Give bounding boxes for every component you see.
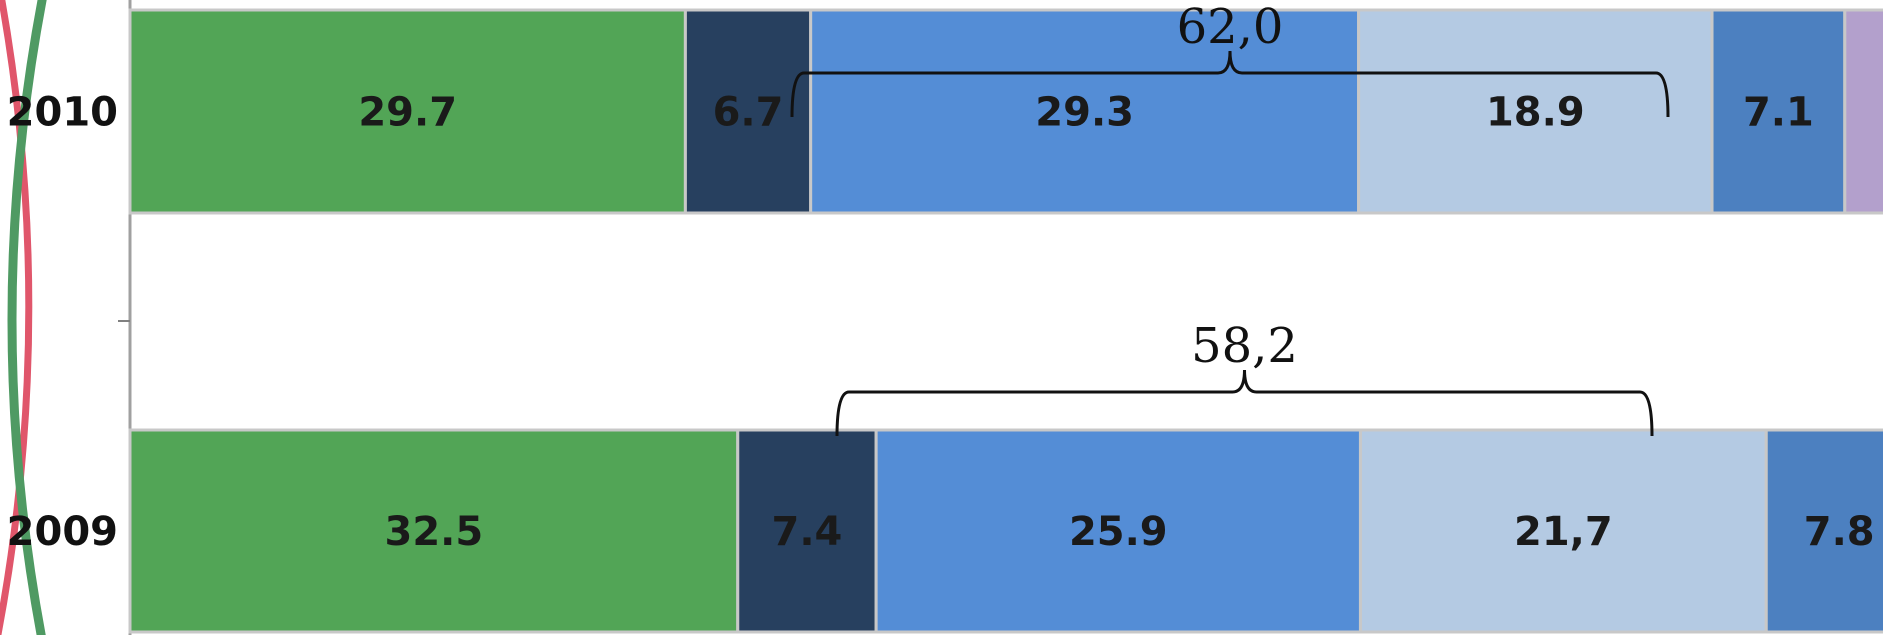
bar-segment-2010-1 <box>128 8 687 215</box>
bar-segment-2009-4 <box>1358 428 1768 634</box>
decorative-arc-green <box>7 0 47 635</box>
data-label-2009-4: 21,7 <box>1514 509 1613 555</box>
data-label-2009-5: 7.8 <box>1804 509 1875 555</box>
data-label-2009-3: 25.9 <box>1069 509 1168 555</box>
segment-labels-group: 29.7 6.7 29.3 18.9 7.1 32.5 7.4 25.9 21,7 7.8 <box>358 90 1874 556</box>
data-label-2010-3: 29.3 <box>1035 90 1134 136</box>
decorative-arcs <box>0 0 47 635</box>
bar-segment-2010-3 <box>809 8 1361 215</box>
annotation-label-2009: 58,2 <box>1191 318 1298 374</box>
bar-segment-2010-4 <box>1357 8 1714 215</box>
category-axis <box>118 0 132 635</box>
data-label-2009-2: 7.4 <box>772 509 843 555</box>
category-label-2009: 2009 <box>7 509 118 555</box>
annotation-braces-group: 62,0 58,2 <box>790 0 1670 437</box>
category-label-2010: 2010 <box>7 90 118 136</box>
data-label-2009-1: 32.5 <box>385 509 484 555</box>
decorative-arc-pink <box>0 0 33 635</box>
bar-segment-2010-2 <box>683 8 813 215</box>
bar-segment-2009-2 <box>736 428 878 634</box>
bar-segment-2010-5 <box>1710 8 1847 215</box>
data-label-2010-5: 7.1 <box>1743 90 1814 136</box>
annotation-brace-2009 <box>835 369 1654 437</box>
annotation-label-2010: 62,0 <box>1177 0 1284 55</box>
category-labels-group: 2010 2009 <box>7 90 118 556</box>
bar-segment-2009-5 <box>1764 428 1883 634</box>
bar-segment-2009-1 <box>128 428 740 634</box>
data-label-2010-1: 29.7 <box>358 90 457 136</box>
bar-segment-2010-6 <box>1843 8 1883 215</box>
data-label-2010-2: 6.7 <box>713 90 784 136</box>
annotation-brace-2010 <box>790 50 1670 118</box>
bars-group <box>128 8 1883 634</box>
data-label-2010-4: 18.9 <box>1486 90 1585 136</box>
bar-segment-2009-3 <box>874 428 1362 634</box>
